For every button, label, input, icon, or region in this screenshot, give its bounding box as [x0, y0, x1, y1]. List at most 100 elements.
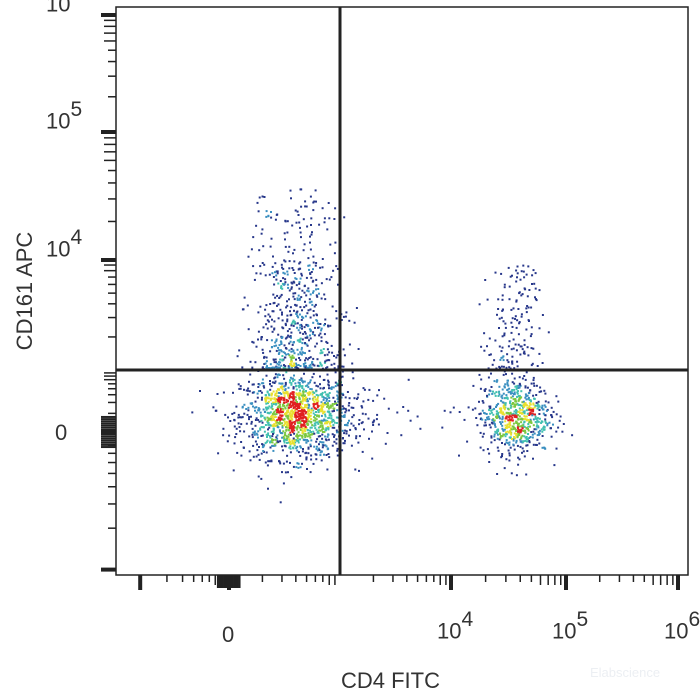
data-point — [260, 336, 263, 339]
data-point — [290, 286, 293, 289]
data-point — [271, 318, 273, 321]
data-point — [282, 419, 285, 421]
data-point — [290, 347, 293, 350]
data-point — [285, 429, 288, 432]
data-point — [291, 422, 294, 425]
data-point — [256, 201, 259, 204]
data-point — [270, 419, 273, 422]
data-point — [535, 418, 538, 420]
data-point — [294, 277, 297, 280]
data-point — [555, 413, 558, 416]
data-point — [313, 305, 316, 308]
data-point — [310, 233, 313, 236]
data-point — [538, 405, 541, 408]
data-point — [278, 388, 281, 391]
data-point — [519, 278, 522, 281]
data-point — [253, 433, 256, 436]
data-point — [302, 424, 305, 427]
data-point — [261, 195, 264, 198]
data-point — [318, 334, 321, 337]
data-point — [320, 351, 323, 354]
data-point — [297, 364, 300, 366]
data-point — [272, 403, 275, 405]
data-point — [284, 281, 287, 284]
data-point — [500, 422, 502, 425]
data-point — [301, 413, 304, 416]
data-point — [475, 417, 478, 419]
data-point — [492, 421, 495, 424]
data-point — [508, 387, 511, 390]
data-point — [387, 407, 390, 410]
data-point — [524, 439, 527, 442]
data-point — [301, 338, 304, 341]
data-point — [328, 392, 331, 394]
data-point — [268, 367, 270, 369]
data-point — [295, 284, 298, 287]
data-point — [290, 360, 293, 363]
data-point — [496, 473, 499, 475]
data-point — [331, 351, 334, 354]
data-point — [309, 471, 312, 474]
data-point — [290, 197, 292, 200]
data-point — [251, 433, 254, 436]
data-point — [273, 366, 276, 369]
data-point — [488, 452, 491, 455]
data-point — [300, 378, 303, 381]
data-point — [523, 287, 526, 290]
data-point — [354, 468, 357, 471]
data-point — [300, 406, 303, 409]
data-point — [283, 344, 286, 347]
data-point — [259, 305, 262, 308]
data-point — [275, 422, 278, 425]
data-point — [515, 409, 518, 412]
data-point — [255, 406, 258, 409]
data-point — [348, 419, 350, 422]
data-point — [285, 371, 288, 374]
data-point — [525, 311, 528, 314]
data-point — [519, 404, 522, 406]
data-point — [286, 404, 288, 407]
data-point — [302, 363, 305, 365]
data-point — [294, 412, 297, 415]
data-point — [512, 439, 515, 442]
data-point — [282, 462, 285, 465]
data-point — [263, 411, 266, 413]
data-point — [515, 280, 518, 283]
data-point — [315, 453, 318, 456]
data-point — [296, 411, 299, 414]
data-point — [284, 381, 287, 384]
data-point — [303, 291, 306, 294]
data-point — [315, 445, 318, 448]
data-point — [307, 264, 310, 267]
data-point — [301, 342, 304, 345]
data-point — [276, 419, 279, 422]
data-point — [337, 384, 340, 387]
data-point — [292, 426, 295, 429]
data-point — [511, 419, 514, 422]
data-point — [498, 393, 501, 396]
data-point — [509, 390, 512, 393]
data-point — [247, 255, 250, 258]
data-point — [484, 421, 487, 424]
data-point — [532, 443, 535, 446]
data-point — [327, 324, 329, 327]
data-point — [295, 447, 298, 450]
data-point — [517, 424, 520, 427]
data-point — [292, 280, 295, 283]
data-point — [296, 407, 299, 410]
data-point — [356, 397, 358, 400]
data-point — [295, 392, 298, 395]
data-point — [262, 382, 265, 385]
data-point — [498, 415, 501, 418]
data-point — [520, 436, 523, 439]
data-point — [257, 390, 260, 393]
data-point — [295, 419, 298, 422]
data-point — [315, 390, 318, 393]
data-point — [559, 415, 562, 418]
data-point — [294, 441, 297, 444]
data-point — [279, 409, 282, 412]
data-point — [243, 430, 246, 433]
data-point — [335, 356, 338, 359]
data-point — [320, 459, 323, 462]
data-point — [516, 395, 518, 398]
